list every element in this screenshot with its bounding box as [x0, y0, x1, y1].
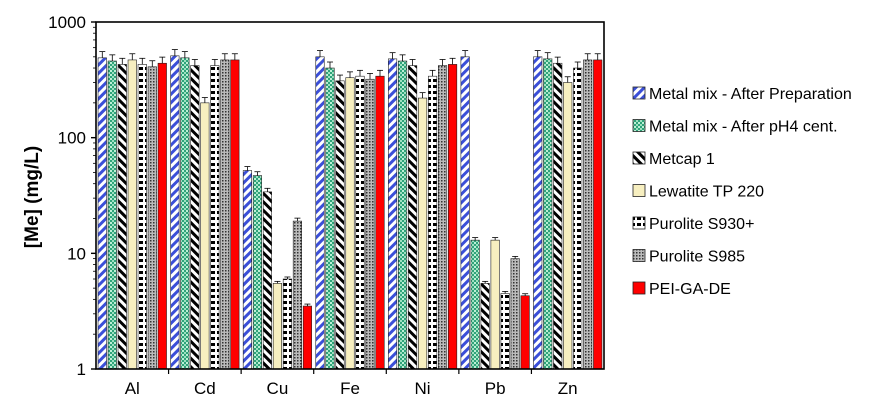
x-tick-label: Zn: [558, 379, 578, 398]
bar-ni-series-3: [408, 65, 418, 370]
bar-cd-series-3: [190, 65, 200, 370]
legend-swatch: [632, 86, 646, 100]
x-tick-label: Cu: [267, 379, 289, 398]
bar-pb-series-6: [510, 258, 520, 370]
bar-cu-series-7: [302, 305, 312, 370]
bar-cd-series-1: [170, 55, 180, 370]
legend-label: Purolite S985: [649, 249, 745, 266]
bar-fe-series-2: [325, 67, 335, 370]
bar-zn-series-1: [533, 56, 543, 370]
legend-label: Metal mix - After Preparation: [649, 86, 852, 103]
bar-pb-series-4: [490, 239, 500, 370]
legend-swatch: [632, 184, 646, 197]
x-tick-label: Ni: [415, 379, 431, 398]
bar-cu-series-2: [252, 175, 262, 370]
bar-ni-series-6: [438, 65, 448, 370]
bar-al-series-4: [127, 59, 137, 370]
legend-label: PEI-GA-DE: [649, 281, 731, 298]
bar-cu-series-4: [272, 283, 282, 370]
bar-cd-series-5: [210, 65, 220, 370]
bar-fe-series-3: [335, 80, 345, 370]
bar-al-series-7: [157, 62, 167, 370]
bar-cd-series-6: [220, 59, 230, 370]
bar-ni-series-1: [388, 58, 398, 370]
bar-ni-series-2: [398, 60, 408, 370]
bar-al-series-6: [147, 66, 157, 370]
bar-fe-series-6: [365, 78, 375, 370]
bar-zn-series-3: [553, 62, 563, 370]
bar-cd-series-2: [180, 57, 190, 370]
y-tick-label: 100: [58, 129, 86, 148]
legend-swatch: [632, 151, 646, 165]
y-tick-label: 1000: [48, 13, 86, 32]
bar-zn-series-5: [573, 67, 583, 370]
bar-zn-series-4: [563, 82, 573, 370]
bar-cu-series-1: [242, 170, 252, 370]
bar-pb-series-5: [500, 293, 510, 370]
bar-fe-series-1: [315, 56, 325, 370]
bar-zn-series-6: [583, 59, 593, 370]
bar-al-series-5: [137, 64, 147, 370]
bar-ni-series-4: [418, 97, 428, 370]
bars-group: [97, 55, 603, 370]
legend-swatch: [632, 249, 646, 262]
bar-pb-series-1: [460, 56, 470, 370]
x-tick-label: Cd: [194, 379, 216, 398]
bar-pb-series-7: [520, 295, 530, 370]
legend-swatch: [632, 119, 646, 132]
x-tick-label: Al: [125, 379, 140, 398]
error-bars-group: [99, 49, 601, 307]
legend-swatch: [632, 281, 646, 295]
bar-fe-series-4: [345, 77, 355, 370]
bar-al-series-3: [117, 64, 127, 370]
x-tick-label: Pb: [485, 379, 506, 398]
legend-label: Metcap 1: [649, 151, 715, 168]
bar-cd-series-7: [230, 59, 240, 370]
bar-al-series-1: [97, 57, 107, 370]
bar-fe-series-7: [375, 75, 385, 370]
bar-cu-series-3: [262, 191, 272, 370]
legend-label: Purolite S930+: [649, 216, 754, 233]
bar-cu-series-5: [282, 278, 292, 370]
bar-ni-series-5: [428, 75, 438, 370]
bar-pb-series-2: [470, 239, 480, 370]
bar-zn-series-7: [593, 59, 603, 370]
y-axis-ticks: 1 10 100 1000: [48, 13, 96, 379]
x-tick-label: Fe: [340, 379, 360, 398]
legend-swatch: [632, 216, 646, 230]
bar-zn-series-2: [543, 58, 553, 370]
bar-al-series-2: [107, 60, 117, 370]
legend-label: Lewatite TP 220: [649, 184, 764, 201]
x-axis-ticks: Al Cd Cu Fe Ni Pb Zn: [125, 369, 578, 398]
bar-fe-series-5: [355, 75, 365, 370]
bar-ni-series-7: [448, 64, 458, 370]
bar-cd-series-4: [200, 102, 210, 370]
bar-pb-series-3: [480, 283, 490, 370]
y-tick-label: 1: [77, 360, 86, 379]
y-axis-title: [Me] (mg/L): [22, 146, 43, 248]
plot-area-frame: [95, 21, 605, 370]
legend-label: Metal mix - After pH4 cent.: [649, 119, 838, 136]
legend: Metal mix - After Preparation Metal mix -…: [632, 86, 852, 298]
y-tick-label: 10: [67, 244, 86, 263]
bar-cu-series-6: [292, 220, 302, 370]
